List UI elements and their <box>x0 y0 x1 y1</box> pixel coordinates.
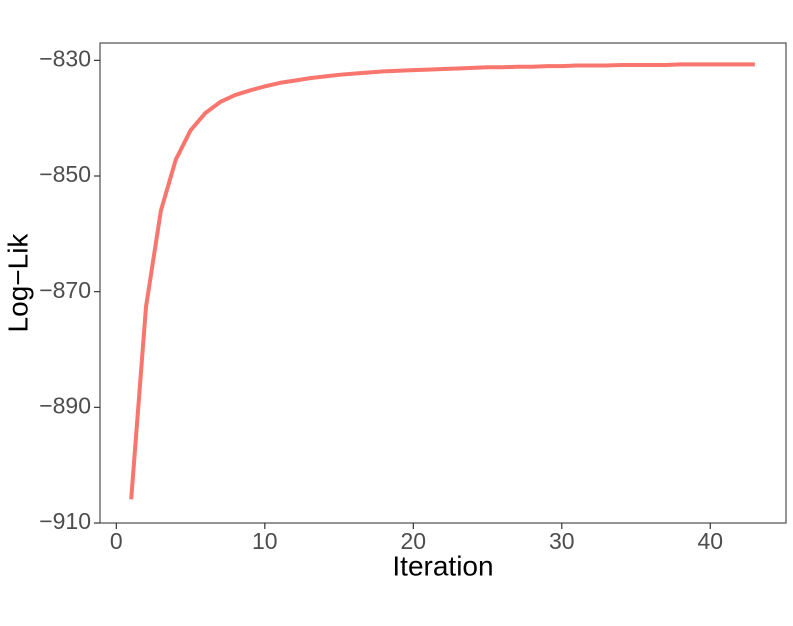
line <box>129 62 755 500</box>
y-tick-label: −870 <box>39 277 91 303</box>
x-tick-label: 0 <box>110 528 123 554</box>
x-axis-title: Iteration <box>392 550 493 581</box>
y-tick-label: −850 <box>39 161 91 187</box>
y-tick-label: −910 <box>39 508 91 534</box>
x-tick-label: 40 <box>697 528 723 554</box>
x-tick-label: 20 <box>401 528 427 554</box>
x-tick-label: 10 <box>252 528 278 554</box>
panel-border <box>99 42 787 524</box>
y-axis-title: Log−Lik <box>2 233 33 333</box>
y-tick-label: −830 <box>39 45 91 71</box>
x-tick-label: 30 <box>549 528 575 554</box>
y-tick-label: −890 <box>39 392 91 418</box>
